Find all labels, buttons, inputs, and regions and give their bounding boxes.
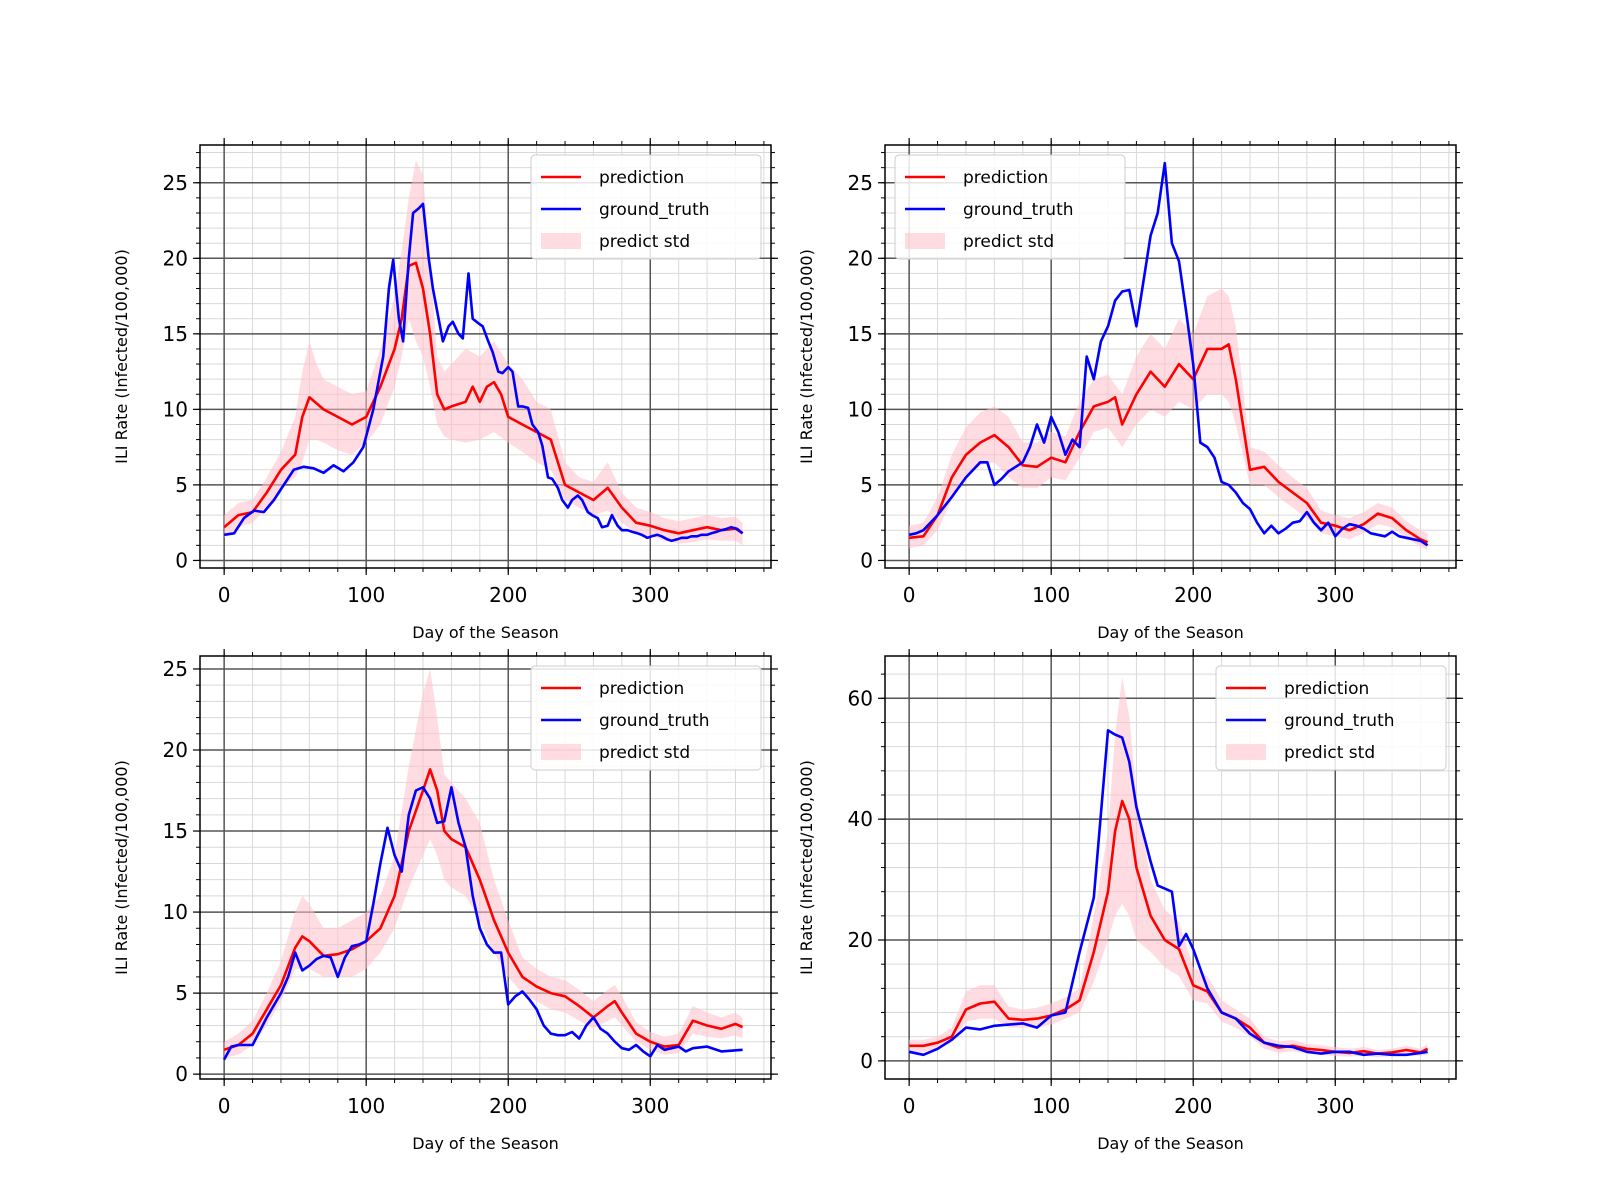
x-tick-label: 0 [218,583,231,607]
legend-label-predict-std: predict std [599,743,690,763]
y-tick-label: 0 [175,548,188,572]
y-tick-label: 15 [848,322,873,346]
series [223,160,744,546]
legend-label-predict-std: predict std [1284,743,1375,763]
x-tick-label: 0 [218,1094,231,1118]
legend-label-prediction: prediction [963,168,1048,188]
y-axis-label: ILI Rate (Infected/100,000) [797,760,816,975]
x-tick-label: 300 [631,583,669,607]
x-tick-label: 200 [1174,1094,1212,1118]
legend-box [894,154,1126,260]
y-tick-label: 0 [860,1049,873,1073]
y-tick-label: 15 [163,819,188,843]
y-tick-label: 10 [848,397,873,421]
legend-swatch-predict-std [1226,744,1266,760]
series [908,677,1429,1058]
y-tick-label: 60 [848,686,873,710]
subplot-bottom-left: 0 100 200 300 0 5 10 15 20 25 Day of the Season ILI… [112,649,778,1153]
legend-label-prediction: prediction [1284,679,1369,699]
legend-label-ground-truth: ground_truth [599,711,710,731]
x-tick-label: 100 [1032,1094,1070,1118]
x-axis-label: Day of the Season [412,623,559,642]
legend-label-predict-std: predict std [963,232,1054,252]
y-axis-label: ILI Rate (Infected/100,000) [112,249,131,464]
x-tick-label: 100 [1032,583,1070,607]
ground-truth-line [222,785,743,1061]
y-tick-label: 25 [163,657,188,681]
y-axis-label: ILI Rate (Infected/100,000) [112,760,131,975]
legend-box [530,154,762,260]
ground-truth-line [908,161,1429,547]
legend-label-ground-truth: ground_truth [599,200,710,220]
x-tick-label: 200 [489,583,527,607]
y-tick-label: 5 [175,473,188,497]
x-tick-label: 200 [489,1094,527,1118]
x-tick-label: 300 [631,1094,669,1118]
y-tick-label: 40 [848,807,873,831]
y-tick-label: 10 [163,900,188,924]
y-tick-label: 0 [175,1062,188,1086]
y-tick-label: 20 [848,246,873,270]
x-axis-label: Day of the Season [412,1134,559,1153]
axes-frame [199,144,772,569]
x-tick-label: 200 [1174,583,1212,607]
series [222,669,744,1061]
axes-frame [884,144,1457,569]
legend-box [530,665,762,771]
subplot-top-right: 0 100 200 300 0 5 10 15 20 25 Day of the Season ILI… [797,138,1463,642]
y-tick-label: 20 [163,246,188,270]
y-tick-label: 25 [163,171,188,195]
subplot-top-left: 0 100 200 300 0 5 10 15 20 25 Day of the Season ILI… [112,138,778,642]
x-tick-label: 0 [903,1094,916,1118]
legend-label-prediction: prediction [599,168,684,188]
legend-box [1215,665,1447,771]
subplot-bottom-right: 0 100 200 300 0 20 40 60 Day of the Season ILI Ra… [797,649,1463,1153]
axes-frame [199,655,772,1080]
y-tick-label: 25 [848,171,873,195]
legend-swatch-predict-std [541,233,581,249]
y-tick-label: 0 [860,548,873,572]
y-axis-label: ILI Rate (Infected/100,000) [797,249,816,464]
x-axis-label: Day of the Season [1097,623,1244,642]
legend-label-prediction: prediction [599,679,684,699]
y-tick-label: 5 [860,473,873,497]
x-tick-label: 300 [1316,1094,1354,1118]
prediction-line [223,261,744,535]
y-tick-label: 15 [163,322,188,346]
legend-swatch-predict-std [905,233,945,249]
y-tick-label: 20 [163,738,188,762]
series [908,161,1429,550]
x-tick-label: 0 [903,583,916,607]
ground-truth-line [223,202,744,543]
y-tick-label: 20 [848,928,873,952]
legend-label-ground-truth: ground_truth [1284,711,1395,731]
x-tick-label: 300 [1316,583,1354,607]
x-axis-label: Day of the Season [1097,1134,1244,1153]
x-tick-label: 100 [347,583,385,607]
legend-label-ground-truth: ground_truth [963,200,1074,220]
predict-std-band [909,288,1428,550]
x-tick-label: 100 [347,1094,385,1118]
legend-swatch-predict-std [541,744,581,760]
prediction-line [223,768,744,1052]
predict-std-band [224,669,743,1058]
legend-label-predict-std: predict std [599,232,690,252]
predict-std-band [224,160,743,546]
ground-truth-line [908,728,1428,1057]
y-tick-label: 10 [163,397,188,421]
y-tick-label: 5 [175,981,188,1005]
